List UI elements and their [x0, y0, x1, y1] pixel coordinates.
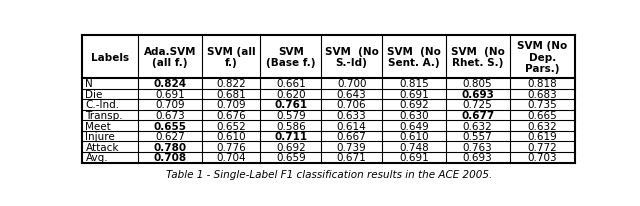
Text: 0.667: 0.667 [337, 131, 367, 142]
Text: 0.739: 0.739 [337, 142, 367, 152]
Text: 0.673: 0.673 [155, 110, 185, 120]
Text: SVM (No
Dep.
Pars.): SVM (No Dep. Pars.) [517, 41, 568, 74]
Text: 0.772: 0.772 [527, 142, 557, 152]
Text: 0.627: 0.627 [155, 131, 185, 142]
Text: 0.676: 0.676 [216, 110, 246, 120]
Text: 0.693: 0.693 [461, 89, 494, 99]
Text: 0.671: 0.671 [337, 152, 367, 163]
Text: 0.704: 0.704 [216, 152, 246, 163]
Text: 0.659: 0.659 [276, 152, 306, 163]
Text: 0.557: 0.557 [463, 131, 493, 142]
Text: 0.579: 0.579 [276, 110, 306, 120]
Text: Attack: Attack [86, 142, 119, 152]
Text: 0.677: 0.677 [461, 110, 494, 120]
Text: 0.708: 0.708 [154, 152, 186, 163]
Text: Table 1 - Single-Label F1 classification results in the ACE 2005.: Table 1 - Single-Label F1 classification… [166, 170, 492, 180]
Text: 0.706: 0.706 [337, 100, 367, 110]
Text: 0.632: 0.632 [527, 121, 557, 131]
Text: 0.815: 0.815 [399, 79, 429, 89]
Text: 0.683: 0.683 [527, 89, 557, 99]
Text: 0.711: 0.711 [274, 131, 307, 142]
Text: 0.661: 0.661 [276, 79, 306, 89]
Text: Injure: Injure [86, 131, 115, 142]
Text: 0.655: 0.655 [154, 121, 186, 131]
Text: 0.709: 0.709 [216, 100, 246, 110]
Text: Labels: Labels [91, 52, 129, 62]
Text: 0.725: 0.725 [463, 100, 493, 110]
Text: SVM (all
f.): SVM (all f.) [207, 47, 256, 68]
Text: 0.761: 0.761 [274, 100, 307, 110]
Text: SVM  (No
Sent. A.): SVM (No Sent. A.) [387, 47, 441, 68]
Text: 0.610: 0.610 [399, 131, 429, 142]
Text: 0.681: 0.681 [216, 89, 246, 99]
Text: 0.780: 0.780 [154, 142, 186, 152]
Text: 0.665: 0.665 [527, 110, 557, 120]
Text: 0.643: 0.643 [337, 89, 367, 99]
Text: 0.735: 0.735 [527, 100, 557, 110]
Text: 0.691: 0.691 [399, 89, 429, 99]
Text: 0.632: 0.632 [463, 121, 493, 131]
Text: 0.824: 0.824 [154, 79, 186, 89]
Text: Avg.: Avg. [86, 152, 108, 163]
Text: 0.586: 0.586 [276, 121, 306, 131]
Text: 0.620: 0.620 [276, 89, 306, 99]
Text: 0.818: 0.818 [527, 79, 557, 89]
Text: Die: Die [86, 89, 103, 99]
Text: 0.822: 0.822 [216, 79, 246, 89]
Text: 0.649: 0.649 [399, 121, 429, 131]
Text: C.-Ind.: C.-Ind. [86, 100, 120, 110]
Text: Meet: Meet [86, 121, 111, 131]
Text: 0.692: 0.692 [399, 100, 429, 110]
Text: 0.700: 0.700 [337, 79, 366, 89]
Text: 0.763: 0.763 [463, 142, 493, 152]
Text: 0.630: 0.630 [399, 110, 429, 120]
Text: 0.748: 0.748 [399, 142, 429, 152]
Text: 0.652: 0.652 [216, 121, 246, 131]
Text: 0.619: 0.619 [527, 131, 557, 142]
Text: SVM
(Base f.): SVM (Base f.) [266, 47, 316, 68]
Text: SVM  (No
S.-Id): SVM (No S.-Id) [324, 47, 379, 68]
Text: 0.805: 0.805 [463, 79, 492, 89]
Text: N: N [86, 79, 93, 89]
Text: 0.703: 0.703 [527, 152, 557, 163]
Text: Transp.: Transp. [86, 110, 123, 120]
Text: SVM  (No
Rhet. S.): SVM (No Rhet. S.) [451, 47, 504, 68]
Text: 0.691: 0.691 [399, 152, 429, 163]
Text: 0.709: 0.709 [155, 100, 185, 110]
Text: 0.614: 0.614 [337, 121, 367, 131]
Text: 0.691: 0.691 [155, 89, 185, 99]
Text: 0.776: 0.776 [216, 142, 246, 152]
Text: 0.633: 0.633 [337, 110, 367, 120]
Text: 0.693: 0.693 [463, 152, 493, 163]
Text: 0.610: 0.610 [216, 131, 246, 142]
Text: Ada.SVM
(all f.): Ada.SVM (all f.) [144, 47, 196, 68]
Text: 0.692: 0.692 [276, 142, 306, 152]
